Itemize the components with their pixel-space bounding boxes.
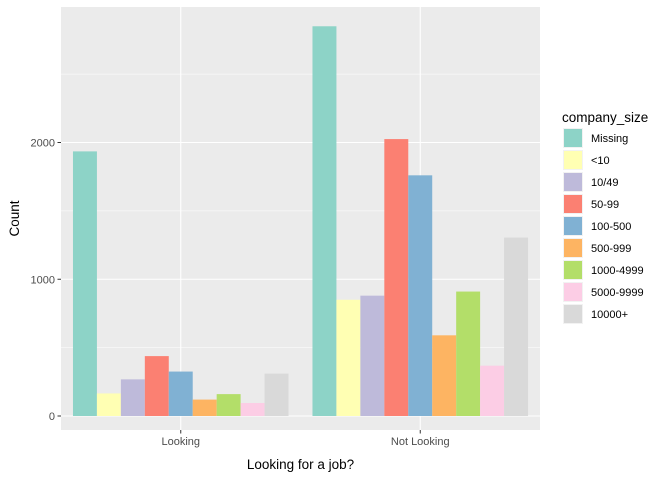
x-tick-label: Looking [161,436,200,448]
legend-key-swatch [564,151,582,169]
legend-key-swatch [564,239,582,257]
bars-group [72,26,529,417]
bar-looking-5 [192,399,217,416]
legend-label: 5000-9999 [591,287,644,299]
y-axis-title: Count [7,200,22,236]
legend-key-swatch [564,217,582,235]
bar-looking-0 [72,151,97,417]
bar-not-looking-4 [408,175,433,416]
legend-key-swatch [564,305,582,323]
y-tick-label: 1000 [31,274,55,286]
bar-not-looking-2 [360,295,385,416]
bar-not-looking-6 [456,291,481,416]
legend-key-swatch [564,261,582,279]
bar-looking-2 [120,379,145,416]
legend-label: Missing [591,133,628,145]
bar-not-looking-8 [504,237,529,416]
legend-label: 10000+ [591,309,628,321]
bar-looking-4 [168,371,193,416]
bar-not-looking-3 [384,139,409,417]
legend-label: 100-500 [591,221,631,233]
legend-label: 10/49 [591,177,619,189]
bar-looking-3 [144,356,169,416]
legend-key-swatch [564,173,582,191]
legend-title: company_size [562,110,648,125]
bar-looking-8 [264,373,289,416]
legend: company_size Missing <10 10/49 50-99 100-500… [562,110,648,324]
legend-key-swatch [564,195,582,213]
bar-not-looking-5 [432,335,457,416]
x-axis: Looking Not Looking [161,430,450,448]
bar-looking-1 [96,393,121,416]
x-tick-label: Not Looking [391,436,450,448]
legend-label: 500-999 [591,243,631,255]
bar-not-looking-1 [336,299,361,416]
bar-not-looking-7 [480,365,505,416]
y-tick-label: 0 [49,411,55,423]
y-tick-label: 2000 [31,138,55,150]
x-axis-title: Looking for a job? [247,457,354,472]
legend-label: 1000-4999 [591,265,644,277]
legend-key-swatch [564,129,582,147]
legend-label: 50-99 [591,199,619,211]
y-axis: 0 1000 2000 [31,138,61,423]
bar-looking-6 [216,394,241,416]
legend-key-swatch [564,283,582,301]
legend-label: <10 [591,155,610,167]
bar-looking-7 [240,403,265,416]
bar-not-looking-0 [312,26,337,416]
